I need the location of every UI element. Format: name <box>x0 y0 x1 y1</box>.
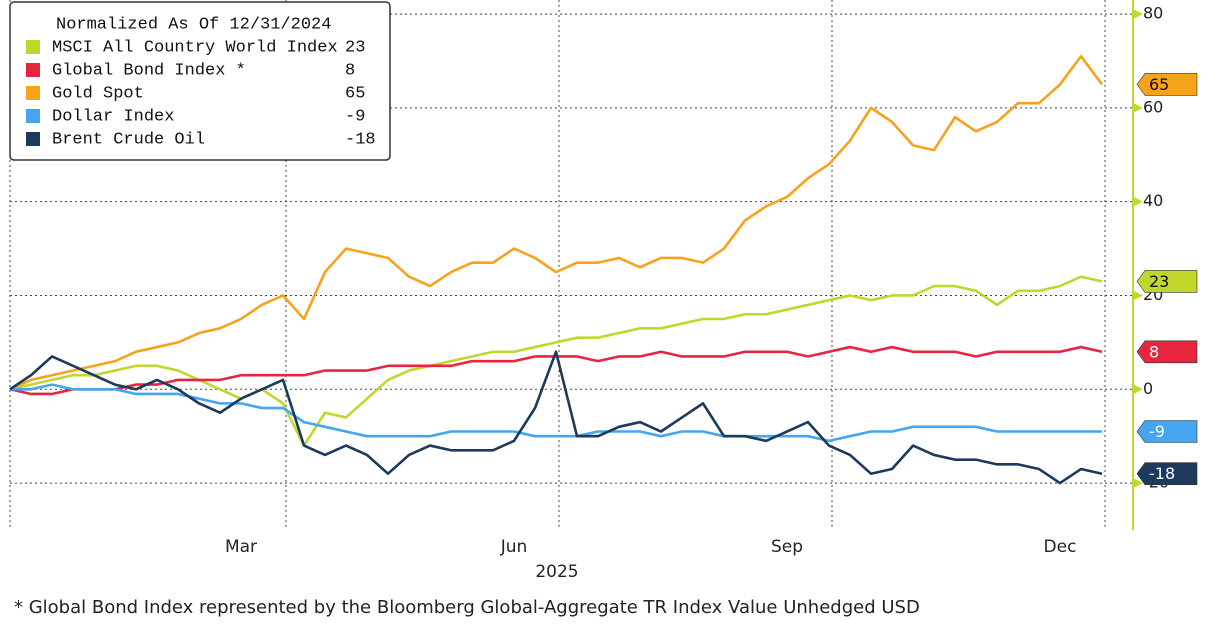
legend-value: -18 <box>345 130 376 149</box>
value-tag-label: 23 <box>1149 272 1169 291</box>
y-tick <box>1133 196 1143 207</box>
value-tag <box>1136 462 1198 486</box>
x-tick-label: Jun <box>500 537 528 557</box>
footnote: * Global Bond Index represented by the B… <box>14 597 920 618</box>
y-tick <box>1133 478 1143 489</box>
lines <box>9 54 1104 485</box>
series-line <box>9 275 1103 447</box>
grid <box>9 0 1133 530</box>
y-tick <box>1133 9 1143 20</box>
x-tick-label: Mar <box>225 537 257 557</box>
value-tag <box>1136 270 1198 293</box>
x-tick-label: Sep <box>771 537 803 557</box>
y-tick-label: 40 <box>1143 191 1163 210</box>
y-tick-label: 0 <box>1143 379 1153 398</box>
legend-swatch <box>26 40 40 54</box>
legend-swatch <box>26 63 40 77</box>
value-tag-label: 8 <box>1149 342 1159 361</box>
legend-label: Global Bond Index * <box>52 61 246 80</box>
legend-value: 23 <box>345 38 365 57</box>
legend-value: -9 <box>345 107 365 126</box>
y-tick <box>1133 102 1143 113</box>
legend-label: Gold Spot <box>52 84 144 103</box>
legend-value: 65 <box>345 84 365 103</box>
legend-swatch <box>26 109 40 123</box>
value-tag <box>1136 420 1198 443</box>
y-tick-label: 60 <box>1143 97 1163 116</box>
value-tag-label: 65 <box>1149 75 1169 94</box>
legend-box <box>9 1 391 161</box>
legend-label: MSCI All Country World Index <box>52 38 338 57</box>
legend-label: Brent Crude Oil <box>52 130 205 149</box>
x-axis-label: 2025 <box>535 562 578 582</box>
value-tag-label: -18 <box>1149 464 1175 483</box>
legend-value: 8 <box>345 61 355 80</box>
value-tag-label: -9 <box>1149 422 1165 441</box>
legend-label: Dollar Index <box>52 107 174 126</box>
series-line <box>10 383 1102 443</box>
y-tick-label: 80 <box>1143 4 1163 23</box>
value-tag <box>1136 73 1198 96</box>
legend-title: Normalized As Of 12/31/2024 <box>56 15 331 34</box>
series-line <box>9 54 1104 391</box>
legend-swatch <box>26 132 40 146</box>
y-tick <box>1133 384 1143 395</box>
y-tick <box>1133 290 1143 301</box>
x-tick-label: Dec <box>1044 537 1077 557</box>
value-tag <box>1136 340 1198 364</box>
legend-swatch <box>26 86 40 100</box>
series-line <box>9 350 1103 485</box>
